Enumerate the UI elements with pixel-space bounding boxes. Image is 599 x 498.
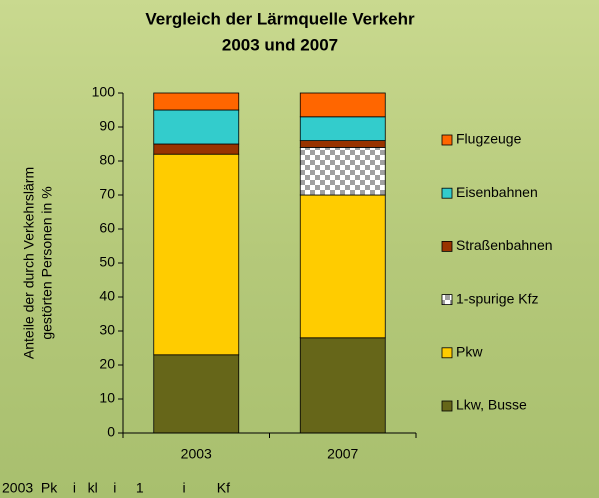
legend-label: Straßenbahnen	[456, 237, 553, 253]
legend-swatch	[442, 188, 452, 198]
page: Vergleich der Lärmquelle Verkehr 2003 un…	[0, 0, 599, 498]
y-tick-label: 100	[92, 84, 116, 100]
y-tick-label: 60	[99, 220, 115, 236]
chart-title: Vergleich der Lärmquelle Verkehr	[145, 9, 415, 28]
y-tick-label: 80	[99, 152, 115, 168]
y-axis-title-line: Anteile der durch Verkehrslärm	[21, 167, 37, 359]
legend-swatch	[442, 295, 452, 305]
bar-segment	[154, 144, 239, 154]
y-axis-title-line: gestörten Personen in %	[39, 186, 55, 339]
chart-subtitle: 2003 und 2007	[222, 35, 338, 54]
legend-label: Pkw	[456, 344, 483, 360]
y-tick-label: 10	[99, 390, 115, 406]
bar-segment	[300, 147, 385, 195]
footnote: 2003 Pk i kl i 1 i Kf	[2, 480, 230, 496]
y-tick-label: 90	[99, 118, 115, 134]
y-tick-label: 30	[99, 322, 115, 338]
bar-segment	[300, 117, 385, 141]
chart: Vergleich der Lärmquelle Verkehr 2003 un…	[0, 0, 599, 498]
bar-segment	[154, 93, 239, 110]
legend-swatch	[442, 241, 452, 251]
legend-swatch	[442, 401, 452, 411]
y-tick-label: 70	[99, 186, 115, 202]
y-tick-label: 20	[99, 356, 115, 372]
legend-swatch	[442, 348, 452, 358]
y-tick-label: 40	[99, 288, 115, 304]
legend-label: Eisenbahnen	[456, 184, 538, 200]
legend-label: 1-spurige Kfz	[456, 290, 538, 306]
x-tick-label: 2007	[327, 446, 358, 462]
y-tick-label: 0	[107, 424, 115, 440]
bar-segment	[300, 195, 385, 338]
bar-segment	[300, 93, 385, 117]
bar-segment	[154, 154, 239, 355]
bar-segment	[154, 110, 239, 144]
y-tick-label: 50	[99, 254, 115, 270]
legend-label: Lkw, Busse	[456, 397, 527, 413]
bar-segment	[154, 355, 239, 433]
legend-swatch	[442, 135, 452, 145]
bar-segment	[300, 338, 385, 433]
bar-segment	[300, 141, 385, 148]
x-tick-label: 2003	[181, 446, 212, 462]
legend-label: Flugzeuge	[456, 131, 522, 147]
